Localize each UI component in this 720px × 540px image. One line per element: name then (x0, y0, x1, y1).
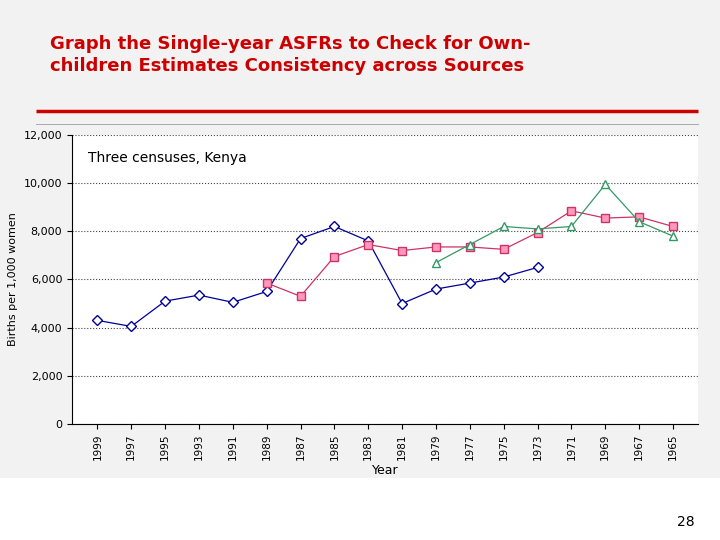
1989 Census (398, 247, 407, 254)
1989 Census (466, 244, 474, 250)
Text: Graph the Single-year ASFRs to Check for Own-
children Estimates Consistency acr: Graph the Single-year ASFRs to Check for… (50, 35, 531, 75)
1989 Census (330, 253, 338, 260)
1999 Census (432, 286, 441, 292)
Text: Three censuses, Kenya: Three censuses, Kenya (88, 151, 246, 165)
1999 Census (330, 223, 338, 230)
1999 Census (466, 280, 474, 286)
Text: 28: 28 (678, 515, 695, 529)
1979 Census (669, 233, 678, 239)
1989 Census (432, 244, 441, 250)
1999 Census (262, 288, 271, 295)
1999 Census (161, 298, 169, 305)
1999 Census (364, 238, 372, 244)
1999 Census (127, 323, 135, 329)
1989 Census (635, 214, 644, 220)
1979 Census (601, 181, 610, 187)
Legend: 1999 Census, 1989 Census, 1979 Census: 1999 Census, 1989 Census, 1979 Census (201, 526, 570, 540)
1989 Census (669, 223, 678, 230)
1999 Census (228, 299, 237, 306)
1989 Census (262, 280, 271, 286)
Line: 1989 Census: 1989 Census (263, 207, 678, 300)
1989 Census (601, 215, 610, 221)
1989 Census (296, 293, 305, 300)
1999 Census (534, 264, 542, 271)
Line: 1999 Census: 1999 Census (94, 223, 541, 330)
1979 Census (466, 241, 474, 248)
X-axis label: Year: Year (372, 464, 398, 477)
1999 Census (194, 292, 203, 298)
Line: 1979 Census: 1979 Census (432, 180, 678, 267)
1999 Census (93, 317, 102, 323)
1989 Census (500, 246, 508, 253)
1999 Census (296, 235, 305, 242)
Y-axis label: Births per 1,000 women: Births per 1,000 women (8, 213, 18, 346)
1999 Census (500, 274, 508, 280)
1979 Census (567, 223, 576, 230)
1989 Census (364, 241, 372, 248)
1989 Census (567, 207, 576, 214)
1989 Census (534, 230, 542, 236)
1979 Census (534, 226, 542, 232)
1979 Census (635, 219, 644, 225)
1999 Census (398, 300, 407, 307)
1979 Census (432, 259, 441, 266)
1979 Census (500, 223, 508, 230)
